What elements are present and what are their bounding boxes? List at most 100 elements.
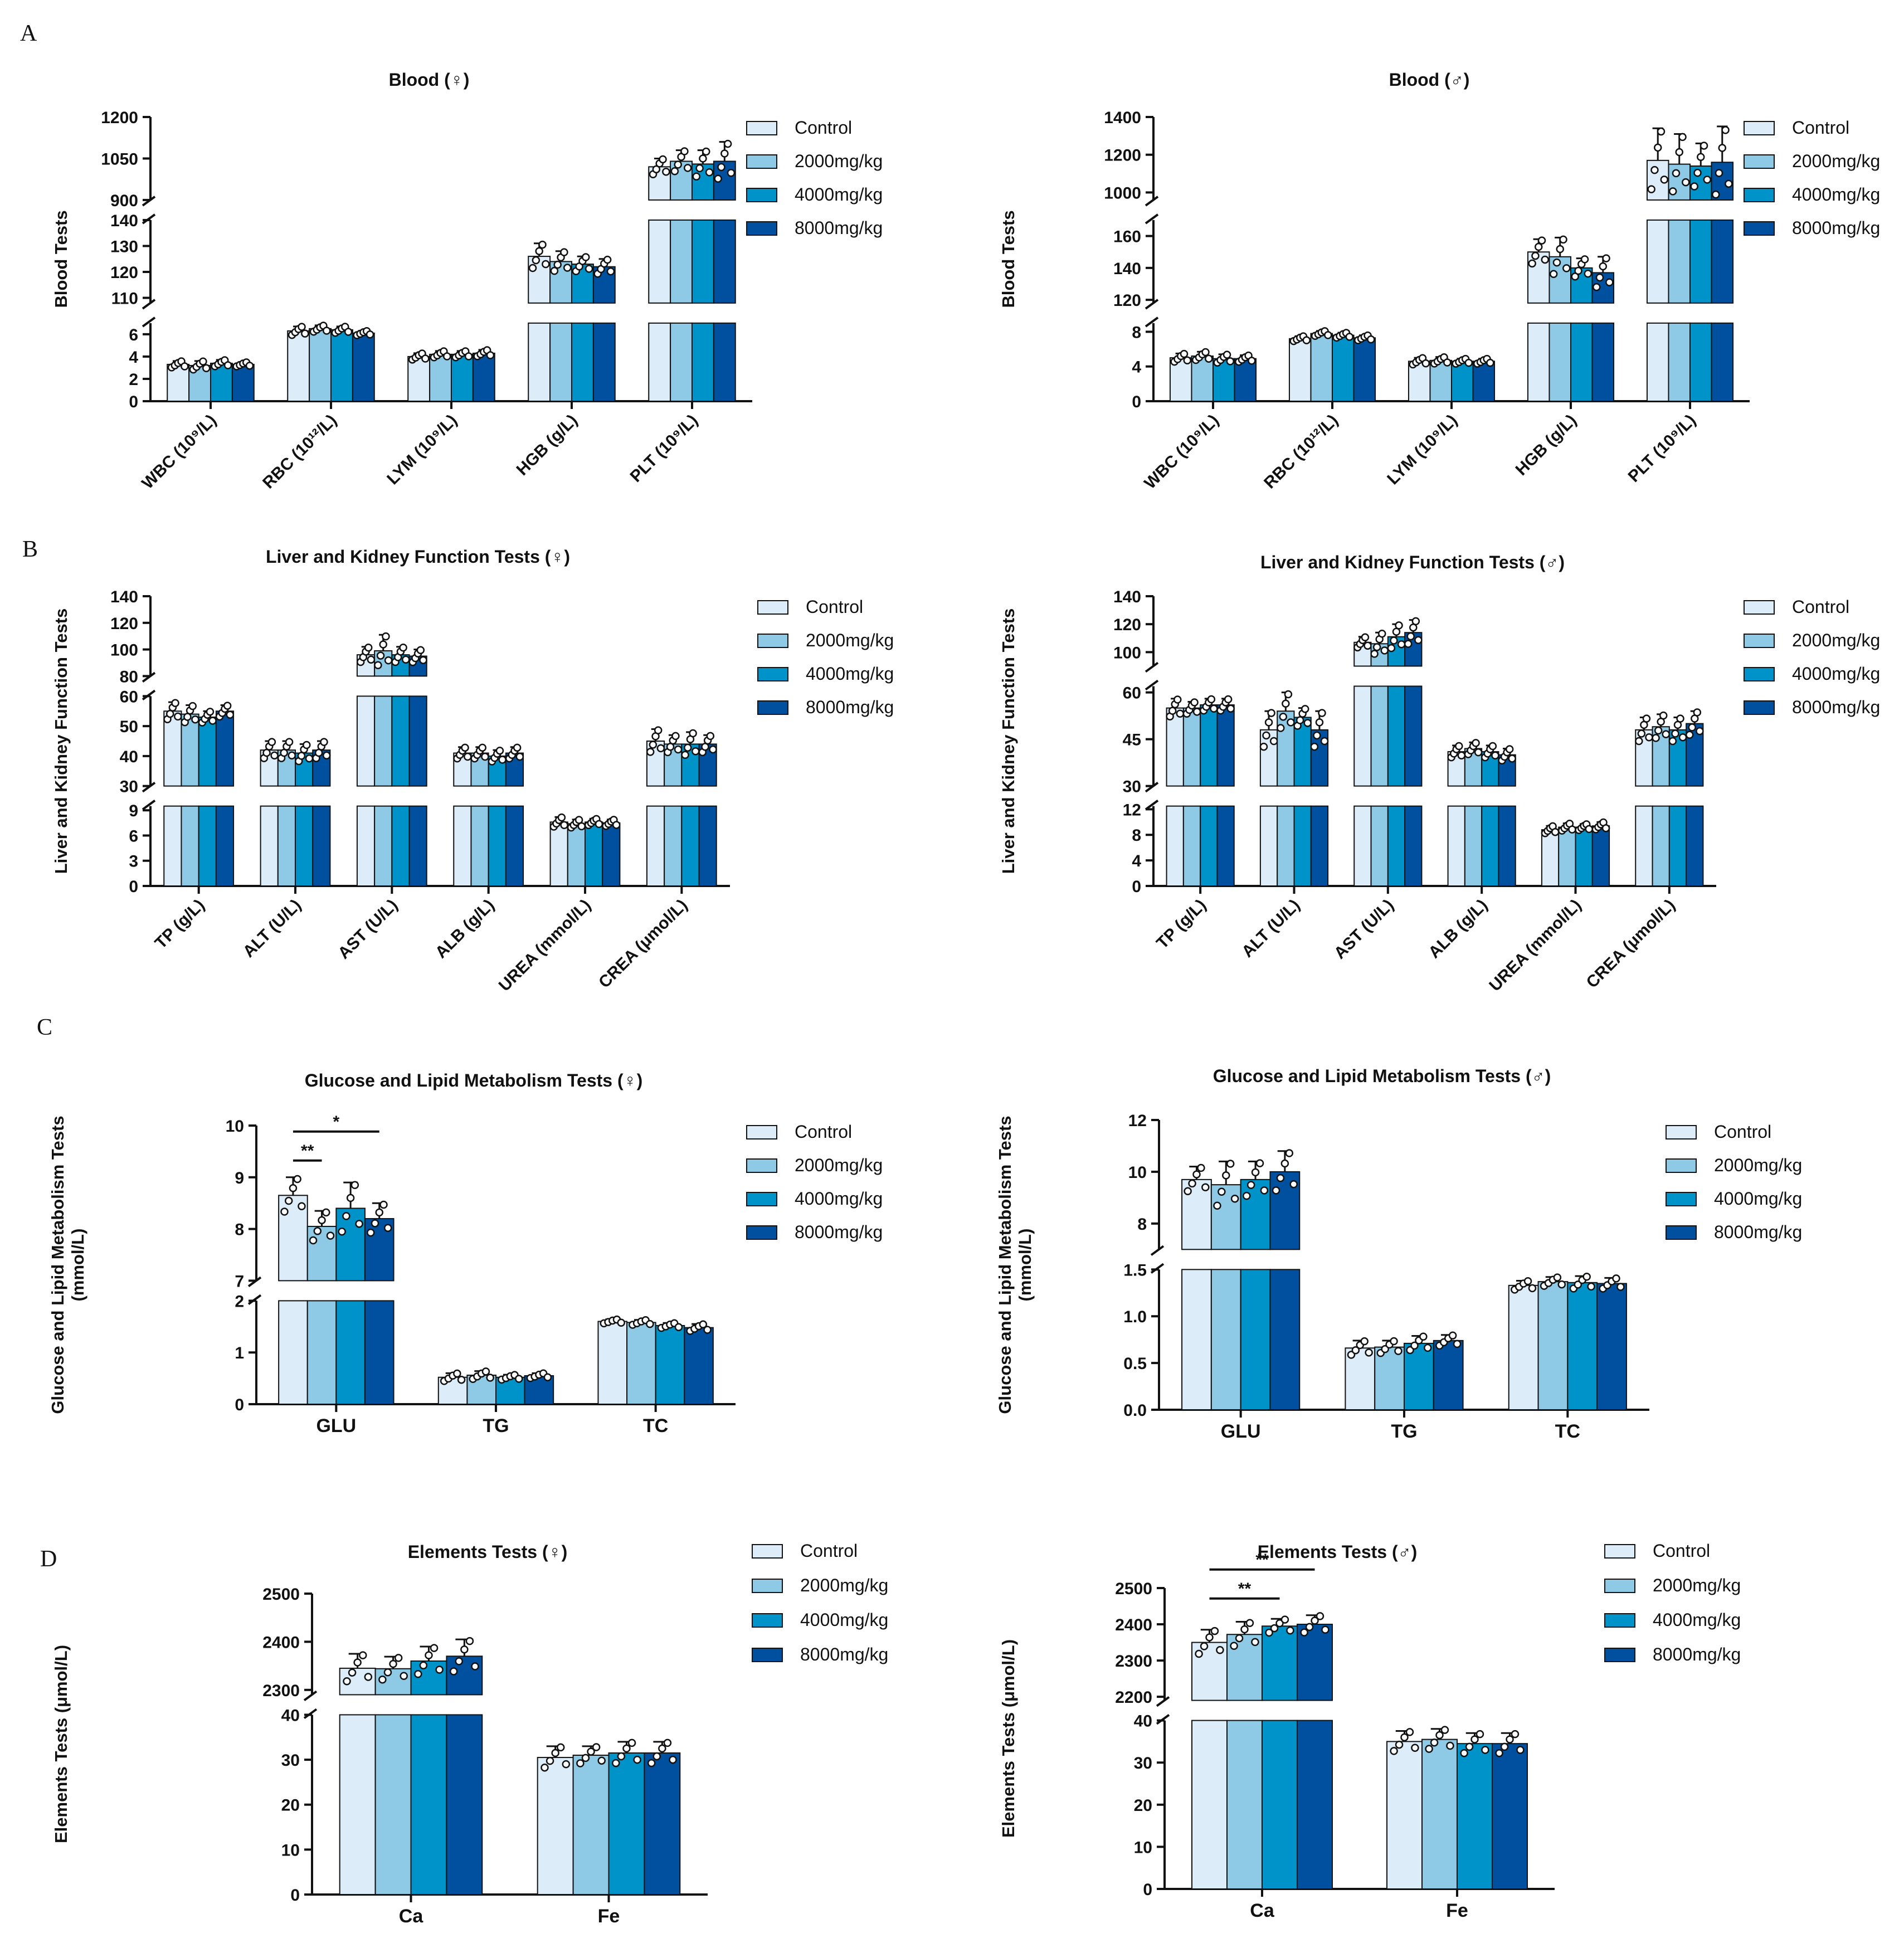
data-point [430, 1644, 439, 1652]
data-point [1176, 709, 1185, 718]
data-point [1528, 259, 1536, 268]
y-tick-label: 120 [110, 615, 138, 633]
data-point [374, 661, 382, 670]
data-point [399, 643, 407, 652]
data-point [1495, 1749, 1503, 1757]
y-axis-label: Elements Tests (μmol/L) [999, 1639, 1018, 1838]
data-point [1448, 1331, 1457, 1340]
legend-swatch [1604, 1579, 1635, 1593]
chart-glucose-lipid-male: Glucose and Lipid Metabolism Tests (♂) Gl… [947, 1059, 1904, 1516]
data-point [486, 1374, 494, 1382]
bar [1387, 805, 1406, 887]
y-tick-label: 1200 [101, 109, 138, 127]
data-point [1488, 742, 1497, 751]
y-tick-label: 1000 [1104, 184, 1141, 202]
data-point [560, 821, 568, 829]
data-point [1230, 1642, 1238, 1650]
bar [215, 710, 235, 787]
data-point [617, 1752, 626, 1761]
data-point [681, 751, 689, 759]
data-point [1213, 1201, 1221, 1210]
data-point [460, 1645, 469, 1654]
bar [1166, 707, 1184, 787]
bar [1404, 685, 1423, 787]
bar [585, 821, 603, 887]
panel-letter-b: B [22, 537, 38, 562]
data-point [647, 1759, 656, 1767]
data-point [1365, 1348, 1373, 1357]
data-point [338, 1227, 346, 1236]
bar [309, 328, 332, 402]
x-tick-label: ALB (g/L) [1425, 896, 1491, 962]
significance-label: ** [1255, 1551, 1269, 1569]
data-point [684, 743, 692, 752]
chart-liver-kidney-female: Liver and Kidney Function Tests (♀) Liver… [0, 535, 947, 1014]
data-point [1419, 1332, 1428, 1341]
y-tick-label: 20 [1134, 1796, 1152, 1815]
y-tick-label: 60 [120, 688, 138, 706]
chart-elements-male: Elements Tests (♂) Elements Tests (μmol/L… [947, 1527, 1904, 1939]
data-point [581, 1754, 590, 1762]
data-point [463, 752, 472, 761]
legend-label: 2000mg/kg [795, 1155, 883, 1175]
bar [1481, 805, 1499, 887]
bar [567, 823, 586, 887]
data-point [659, 155, 667, 164]
legend-label: 2000mg/kg [1653, 1575, 1741, 1595]
bar [646, 805, 665, 887]
bar [488, 805, 507, 887]
data-point [318, 1216, 326, 1225]
data-point [612, 1759, 620, 1767]
data-point [495, 746, 504, 755]
legend-label: 2000mg/kg [795, 151, 883, 171]
bar [592, 322, 616, 402]
bar [287, 330, 310, 402]
axis-break-mark [142, 689, 156, 700]
data-point [1602, 254, 1610, 262]
data-point [1201, 348, 1210, 357]
data-point [1303, 719, 1312, 727]
bar [295, 805, 314, 887]
legend-label: 2000mg/kg [1714, 1155, 1802, 1175]
bar [692, 322, 714, 402]
data-point [513, 743, 522, 752]
y-tick-label: 10 [281, 1841, 300, 1859]
data-point [1635, 737, 1643, 746]
data-point [384, 656, 393, 665]
data-point [1582, 1272, 1591, 1281]
y-tick-label: 120 [1113, 616, 1141, 634]
legend-swatch [757, 700, 788, 715]
bar [364, 1300, 395, 1405]
data-point [670, 167, 679, 176]
data-point [692, 172, 701, 181]
axis-break-mark [142, 316, 156, 328]
data-point [378, 1675, 387, 1684]
data-point [1282, 699, 1290, 708]
bar [1668, 219, 1691, 304]
bar [549, 322, 572, 402]
bar [429, 353, 452, 402]
data-point [1585, 825, 1593, 834]
chart-svg: Glucose and Lipid Metabolism Tests (♀) Gl… [48, 1070, 883, 1436]
chart-liver-kidney-male: Liver and Kidney Function Tests (♂) Liver… [947, 535, 1904, 1014]
y-tick-label: 6 [129, 827, 138, 845]
x-tick-label: UREA (mmol/L) [1486, 896, 1585, 995]
legend-label: 2000mg/kg [1792, 151, 1880, 171]
data-point [1443, 358, 1452, 367]
data-point [542, 260, 550, 269]
y-tick-label: 2400 [262, 1633, 300, 1652]
legend-swatch [1604, 1648, 1635, 1662]
bar [1646, 322, 1669, 402]
y-tick-label: 60 [1123, 684, 1141, 703]
data-point [1662, 730, 1671, 738]
chart-title: Elements Tests (♀) [408, 1542, 568, 1562]
bar [1182, 805, 1201, 887]
bar [608, 1752, 645, 1896]
data-point [587, 1747, 595, 1756]
data-point [1210, 704, 1218, 713]
x-tick-label: GLU [1221, 1421, 1261, 1442]
y-tick-label: 1.5 [1123, 1261, 1147, 1279]
bar [1226, 1720, 1263, 1890]
data-point [1659, 711, 1668, 720]
data-point [1650, 165, 1659, 174]
